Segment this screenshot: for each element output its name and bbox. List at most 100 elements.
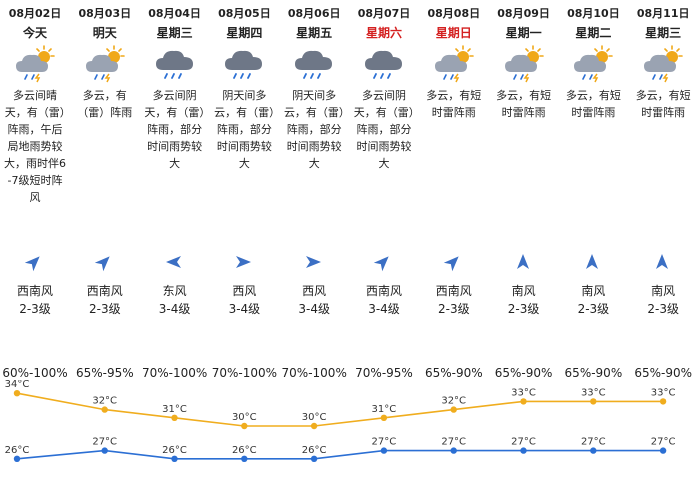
day-weekday: 星期一 (505, 26, 542, 40)
weather-description: 多云间阴天，有（雷）阵雨，部分时间雨势较大 (353, 89, 415, 170)
low-temp-label: 26°C (232, 445, 257, 456)
low-temp-point (659, 447, 667, 454)
wind-level: 2-3级 (647, 302, 679, 316)
day-weekday: 星期四 (226, 26, 263, 40)
weather-description: 多云，有短时雷阵雨 (565, 89, 621, 119)
high-temp-point (171, 414, 178, 421)
day-weekday: 明天 (92, 26, 117, 40)
day-weekday: 今天 (22, 26, 47, 40)
high-temp-point (241, 422, 248, 430)
partly-cloudy-thunder-icon (432, 44, 476, 84)
south-arrow-icon (582, 252, 602, 272)
high-temp-label: 30°C (302, 412, 327, 423)
low-temp-label: 27°C (92, 437, 117, 448)
weather-description: 阴天间多云，有（雷）阵雨，部分时间雨势较大 (214, 89, 275, 170)
wind-direction: 西南风 (365, 284, 402, 298)
wind-direction: 西南风 (86, 284, 123, 298)
wind-level: 2-3级 (88, 302, 121, 316)
high-temp-point (590, 398, 597, 405)
day-column: 08月11日 星期三 多云，有短时雷阵雨 南风 2-3级 (628, 0, 698, 340)
low-temp-point (241, 455, 248, 462)
weather-description: 多云，有短时雷阵雨 (426, 89, 482, 119)
east-arrow-icon (164, 252, 184, 272)
low-temp-label: 26°C (162, 445, 187, 456)
low-temp-point (101, 447, 108, 454)
weather-description: 多云，有（雷）阵雨 (77, 89, 133, 119)
wind-level: 2-3级 (507, 302, 540, 316)
day-weekday: 星期三 (645, 26, 682, 40)
high-temp-point (450, 406, 457, 413)
wind-level: 2-3级 (19, 302, 51, 316)
weather-description: 多云，有短时雷阵雨 (635, 89, 691, 119)
rain-cloud-icon (292, 44, 336, 84)
south-arrow-icon (513, 252, 533, 272)
day-weekday: 星期六 (365, 26, 402, 40)
low-temp-label: 26°C (5, 445, 30, 456)
day-column: 08月07日 星期六 多云间阴天，有（雷）阵雨，部分时间雨势较大 西南风 3-4级 (349, 0, 419, 340)
day-weekday: 星期三 (156, 26, 193, 40)
high-temp-label: 33°C (651, 387, 676, 398)
day-column: 08月02日 今天 多云间晴天，有（雷）阵雨，午后局地雨势较大，雨时伴6-7级短时… (0, 0, 70, 340)
temperature-chart: 34°C 32°C 31°C 30°C 30°C 31°C 32°C 33°C 33°C 33°C… (5, 380, 676, 462)
high-temp-point (310, 422, 318, 430)
high-temp-point (380, 414, 388, 421)
partly-cloudy-thunder-icon (83, 44, 127, 84)
day-date: 08月09日 (497, 7, 550, 20)
weather-description: 阴天间多云，有（雷）阵雨，部分时间雨势较大 (283, 89, 345, 170)
day-date: 08月08日 (427, 7, 481, 20)
partly-cloudy-thunder-icon (502, 44, 546, 84)
high-temp-point (13, 390, 21, 397)
wind-direction: 南风 (511, 284, 536, 298)
high-temp-label: 31°C (372, 404, 397, 415)
day-date: 08月10日 (567, 7, 620, 20)
high-temp-label: 34°C (5, 380, 30, 390)
day-weekday: 星期五 (296, 26, 333, 40)
low-temp-point (590, 447, 597, 454)
high-temp-label: 30°C (232, 412, 257, 423)
day-weekday: 星期日 (435, 26, 472, 40)
southwest-arrow-icon (443, 252, 463, 272)
day-date: 08月07日 (357, 7, 411, 20)
humidity-value: 70%-100% (211, 366, 278, 380)
wind-level: 2-3级 (577, 302, 610, 316)
wind-direction: 西风 (232, 284, 257, 298)
low-temp-point (380, 447, 388, 454)
humidity-value: 60%-100% (2, 366, 68, 380)
day-date: 08月02日 (8, 7, 62, 20)
day-column: 08月03日 明天 多云，有（雷）阵雨 西南风 2-3级 (70, 0, 140, 340)
partly-cloudy-thunder-icon (13, 44, 57, 84)
wind-direction: 西风 (302, 284, 327, 298)
rain-cloud-icon (222, 44, 266, 84)
wind-direction: 南风 (651, 284, 676, 298)
high-temp-point (520, 398, 527, 405)
low-temp-label: 27°C (441, 437, 466, 448)
day-date: 08月04日 (148, 7, 201, 20)
low-temp-line (16, 449, 664, 460)
humidity-value: 70%-100% (281, 366, 347, 380)
day-column: 08月09日 星期一 多云，有短时雷阵雨 南风 2-3级 (489, 0, 559, 340)
low-temp-point (171, 455, 178, 462)
high-temp-label: 31°C (162, 404, 187, 415)
day-column: 08月05日 星期四 阴天间多云，有（雷）阵雨，部分时间雨势较大 西风 3-4级 (209, 0, 279, 340)
partly-cloudy-thunder-icon (571, 44, 615, 84)
high-temp-line (16, 392, 664, 427)
partly-cloudy-thunder-icon (641, 44, 685, 84)
day-column: 08月04日 星期三 多云间阴天，有（雷）阵雨，部分时间雨势较大 东风 3-4级 (140, 0, 210, 340)
day-column: 08月06日 星期五 阴天间多云，有（雷）阵雨，部分时间雨势较大 西风 3-4级 (279, 0, 349, 340)
high-temp-label: 32°C (92, 396, 117, 407)
wind-direction: 南风 (581, 284, 606, 298)
southwest-arrow-icon (94, 252, 114, 272)
humidity-value: 65%-95% (75, 366, 134, 380)
day-column: 08月08日 星期日 多云，有短时雷阵雨 西南风 2-3级 (419, 0, 489, 340)
wind-level: 3-4级 (368, 302, 400, 316)
low-temp-label: 27°C (511, 437, 536, 448)
wind-level: 2-3级 (437, 302, 470, 316)
weather-description: 多云间阴天，有（雷）阵雨，部分时间雨势较大 (144, 89, 205, 170)
weather-description: 多云间晴天，有（雷）阵雨，午后局地雨势较大，雨时伴6-7级短时阵风 (4, 89, 66, 204)
day-weekday: 星期二 (575, 26, 612, 40)
low-temp-label: 27°C (581, 437, 606, 448)
humidity-value: 65%-90% (494, 366, 553, 380)
low-temp-point (13, 455, 21, 462)
low-temp-point (450, 447, 457, 454)
humidity-value: 70%-95% (355, 366, 413, 380)
